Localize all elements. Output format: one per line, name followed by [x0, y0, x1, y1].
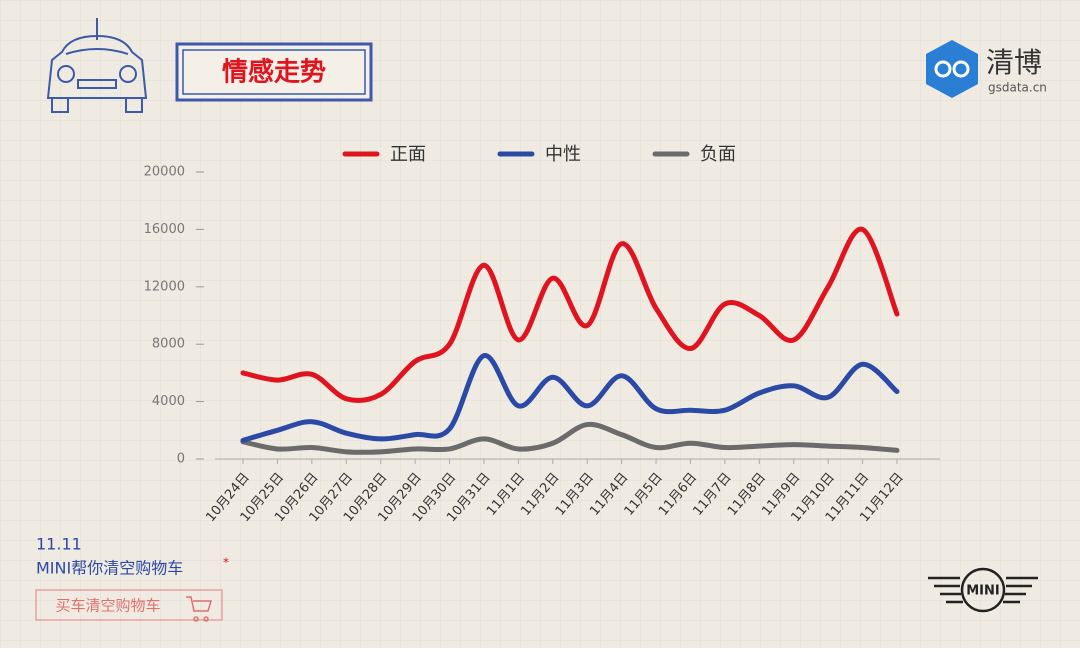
cart-button[interactable] [35, 589, 223, 621]
y-tick-label: 12000 [144, 279, 185, 294]
y-tick-label: 20000 [144, 165, 185, 180]
cart-icon [186, 596, 213, 622]
y-tick-label: 4000 [152, 394, 185, 409]
mini-logo-text: MINI [966, 584, 1000, 599]
brand-url: gsdata.cn [988, 81, 1047, 95]
y-tick-label: 8000 [152, 337, 185, 352]
car-icon [46, 18, 148, 113]
legend-label: 正面 [390, 144, 426, 165]
date-label: 11.11 [36, 535, 82, 554]
series-line [240, 226, 900, 403]
series-line [240, 353, 900, 443]
y-tick-label: 16000 [144, 222, 185, 237]
brand-name: 清博 [986, 46, 1042, 79]
cart-button-label: 买车清空购物车 [55, 597, 160, 615]
brand-logo [926, 40, 978, 98]
slogan: MINI帮你清空购物车 [36, 559, 183, 578]
mini-logo [928, 567, 1038, 613]
legend-label: 负面 [700, 144, 736, 165]
title-box-inner [182, 49, 366, 95]
page-title: 情感走势 [222, 58, 326, 88]
series-line [240, 421, 900, 455]
legend-label: 中性 [545, 144, 581, 165]
y-tick-label: 0 [177, 452, 185, 467]
slogan-mark: * [223, 556, 229, 570]
title-box [175, 42, 373, 102]
